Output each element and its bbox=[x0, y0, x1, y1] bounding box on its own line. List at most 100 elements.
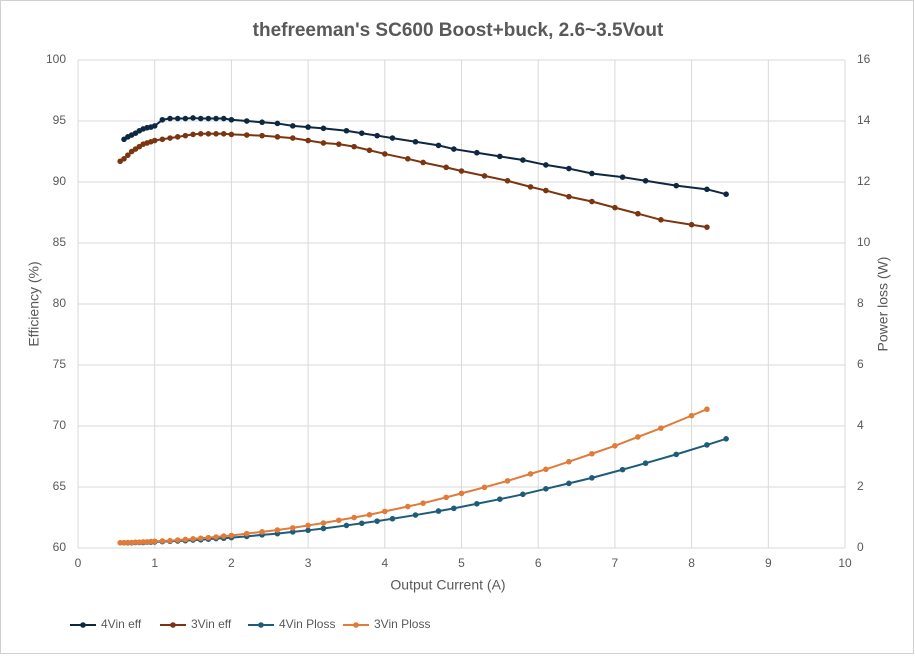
y-tick-label: 70 bbox=[53, 418, 67, 432]
data-point bbox=[197, 131, 204, 137]
data-point bbox=[458, 490, 465, 497]
x-tick-label: 1 bbox=[151, 556, 158, 570]
data-point bbox=[458, 168, 465, 174]
data-point bbox=[205, 131, 212, 137]
data-point bbox=[140, 539, 146, 545]
data-point bbox=[688, 221, 695, 228]
y-tick-label: 90 bbox=[53, 174, 67, 188]
data-point bbox=[121, 156, 127, 162]
data-point bbox=[374, 518, 380, 524]
data-point bbox=[474, 149, 480, 156]
legend-label: 4Vin eff bbox=[101, 617, 142, 631]
data-point bbox=[543, 187, 549, 194]
data-point bbox=[543, 486, 549, 492]
data-point bbox=[589, 198, 595, 205]
y2-tick-label: 4 bbox=[857, 418, 864, 432]
y2-tick-label: 2 bbox=[857, 479, 864, 493]
data-point bbox=[382, 508, 388, 515]
y-tick-label: 75 bbox=[53, 357, 67, 371]
data-point bbox=[619, 466, 626, 473]
data-point bbox=[474, 500, 480, 507]
data-point bbox=[182, 132, 189, 139]
data-point bbox=[228, 131, 235, 138]
y-axis-label: Efficiency (%) bbox=[26, 261, 42, 346]
data-point bbox=[174, 115, 181, 122]
data-point bbox=[504, 478, 511, 484]
data-point bbox=[412, 512, 419, 518]
data-point bbox=[305, 522, 311, 529]
data-point bbox=[213, 115, 219, 122]
y-tick-label: 80 bbox=[53, 296, 67, 310]
data-point bbox=[289, 135, 296, 141]
data-point bbox=[642, 177, 649, 184]
legend-marker bbox=[80, 622, 86, 628]
x-tick-label: 3 bbox=[305, 556, 312, 570]
y2-tick-label: 8 bbox=[857, 296, 864, 310]
data-point bbox=[343, 522, 350, 529]
data-point bbox=[635, 210, 641, 217]
data-point bbox=[412, 138, 419, 145]
chart-title: thefreeman's SC600 Boost+buck, 2.6~3.5Vo… bbox=[253, 20, 664, 41]
data-point bbox=[520, 491, 526, 498]
data-point bbox=[197, 115, 204, 122]
data-point bbox=[704, 442, 710, 448]
data-point bbox=[213, 131, 219, 137]
data-point bbox=[589, 450, 595, 457]
data-point bbox=[351, 514, 357, 521]
data-point bbox=[723, 191, 729, 197]
data-point bbox=[289, 123, 296, 129]
data-point bbox=[190, 115, 196, 121]
data-point bbox=[213, 534, 219, 540]
data-point bbox=[167, 135, 173, 141]
data-point bbox=[289, 525, 296, 531]
data-point bbox=[243, 132, 250, 138]
data-point bbox=[151, 137, 158, 144]
data-point bbox=[358, 130, 365, 136]
data-point bbox=[566, 480, 572, 487]
y2-tick-label: 0 bbox=[857, 540, 864, 554]
x-tick-label: 2 bbox=[228, 556, 235, 570]
data-point bbox=[642, 460, 649, 467]
data-point bbox=[228, 532, 235, 539]
data-point bbox=[305, 124, 311, 130]
data-point bbox=[589, 170, 595, 177]
data-point bbox=[117, 540, 123, 546]
data-point bbox=[658, 217, 664, 223]
data-point bbox=[159, 136, 166, 143]
data-point bbox=[635, 434, 641, 440]
y-tick-label: 100 bbox=[46, 52, 66, 66]
data-point bbox=[335, 517, 342, 524]
y2-tick-label: 16 bbox=[857, 52, 871, 66]
data-point bbox=[274, 120, 281, 127]
data-point bbox=[435, 142, 442, 149]
data-point bbox=[243, 530, 250, 537]
data-point bbox=[305, 137, 311, 144]
data-point bbox=[125, 539, 131, 546]
data-point bbox=[481, 173, 488, 179]
data-point bbox=[366, 511, 373, 518]
data-point bbox=[320, 140, 327, 146]
data-point bbox=[443, 494, 449, 501]
data-point bbox=[335, 141, 342, 147]
data-point bbox=[481, 484, 488, 491]
data-point bbox=[389, 515, 396, 522]
y2-axis-label: Power loss (W) bbox=[875, 257, 891, 352]
data-point bbox=[688, 412, 695, 419]
data-point bbox=[420, 159, 426, 166]
data-point bbox=[358, 520, 365, 527]
x-tick-label: 7 bbox=[612, 556, 619, 570]
y-tick-label: 60 bbox=[53, 540, 67, 554]
data-point bbox=[259, 132, 265, 139]
data-point bbox=[125, 152, 131, 158]
data-point bbox=[151, 123, 158, 129]
data-point bbox=[167, 537, 173, 544]
x-tick-label: 10 bbox=[838, 556, 852, 570]
data-point bbox=[159, 538, 166, 544]
data-point bbox=[389, 135, 396, 141]
data-point bbox=[182, 115, 189, 122]
data-point bbox=[167, 115, 173, 122]
data-point bbox=[451, 505, 457, 512]
data-point bbox=[320, 520, 327, 526]
data-point bbox=[259, 119, 265, 126]
